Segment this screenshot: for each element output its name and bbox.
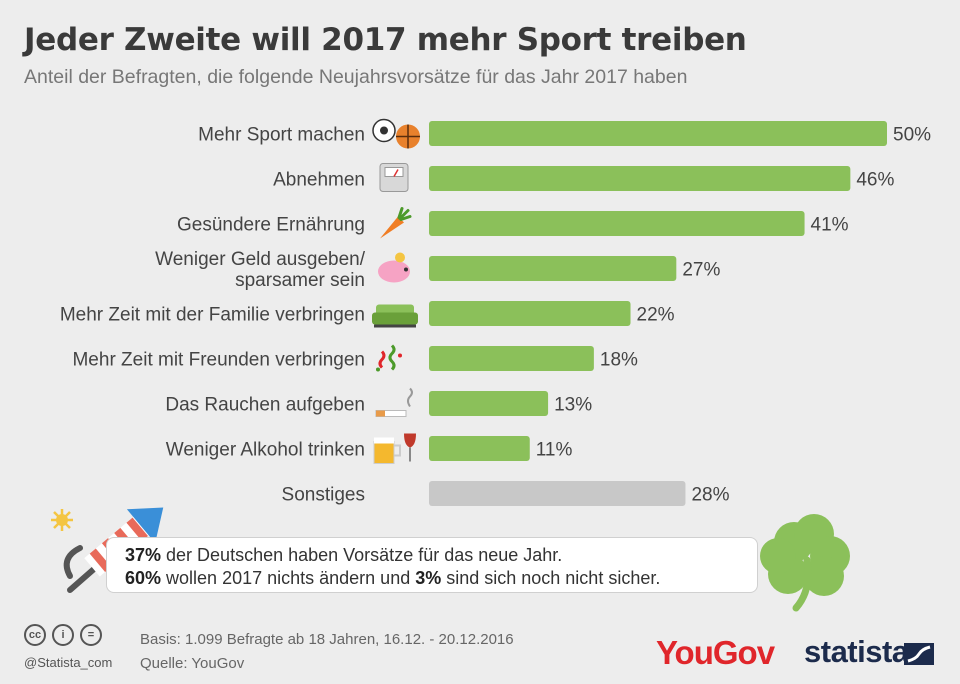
bar-3 [429,256,677,281]
bar-8 [429,481,686,506]
cc-license-icon: cc [24,624,46,646]
category-label-0: Mehr Sport machen [198,125,365,146]
chart-title: Jeder Zweite will 2017 mehr Sport treibe… [24,22,747,58]
note-line2-text-a: wollen 2017 nichts ändern und [161,568,416,588]
license-icons: cc i = [24,624,102,646]
note-line2-text-b: sind sich noch nicht sicher. [441,568,661,588]
cigarette-icon [375,387,413,417]
confetti-icon [376,344,402,372]
value-label-6: 13% [554,395,592,416]
basis-text: Basis: 1.099 Befragte ab 18 Jahren, 16.1… [140,631,514,648]
chart-subtitle: Anteil der Befragten, die folgende Neuja… [24,66,688,88]
value-label-5: 18% [600,350,638,371]
value-label-8: 28% [691,485,729,506]
bar-5 [429,346,594,371]
note-stat-37: 37% [125,545,162,565]
bar-0 [429,121,887,146]
category-label-5: Mehr Zeit mit Freunden verbringen [72,350,365,371]
attribution-icon: i [52,624,74,646]
bar-2 [429,211,805,236]
value-label-4: 22% [637,305,675,326]
scale-icon [379,163,409,192]
value-label-7: 11% [536,440,573,461]
piggy-bank-icon [378,252,410,283]
note-line1-text: der Deutschen haben Vorsätze für das neu… [161,545,563,565]
summary-note: 37% der Deutschen haben Vorsätze für das… [106,537,758,593]
value-label-0: 50% [893,125,931,146]
source-block: Basis: 1.099 Befragte ab 18 Jahren, 16.1… [140,628,514,676]
value-label-3: 27% [682,260,720,281]
category-label-4: Mehr Zeit mit der Familie verbringen [60,305,365,326]
statista-mark-icon [904,643,934,665]
category-label-1: Abnehmen [273,170,365,191]
category-label-8: Sonstiges [282,485,365,506]
statista-logo: statista [804,634,909,669]
category-label-6: Das Rauchen aufgeben [165,395,365,416]
category-label-3: Weniger Geld ausgeben/sparsamer sein [155,249,366,291]
bar-7 [429,436,530,461]
beer-wine-icon [373,433,416,464]
yougov-logo: YouGov [656,634,775,671]
bar-6 [429,391,549,416]
note-stat-3: 3% [415,568,442,588]
no-derivatives-icon: = [80,624,102,646]
value-label-1: 46% [856,170,894,191]
four-leaf-clover-icon [760,514,850,612]
bar-chart: 50% Mehr Sport machen 46% Abnehmen 41% Gesünd… [60,118,931,506]
category-label-7: Weniger Alkohol trinken [166,440,365,461]
value-label-2: 41% [811,215,849,236]
carrot-icon [380,207,412,239]
note-stat-60: 60% [125,568,162,588]
bar-4 [429,301,631,326]
source-text: Quelle: YouGov [140,655,245,672]
statista-handle: @Statista_com [24,655,113,670]
sports-balls-icon [372,118,420,149]
bar-1 [429,166,851,191]
sofa-icon [372,304,418,328]
category-label-2: Gesündere Ernährung [177,215,365,236]
